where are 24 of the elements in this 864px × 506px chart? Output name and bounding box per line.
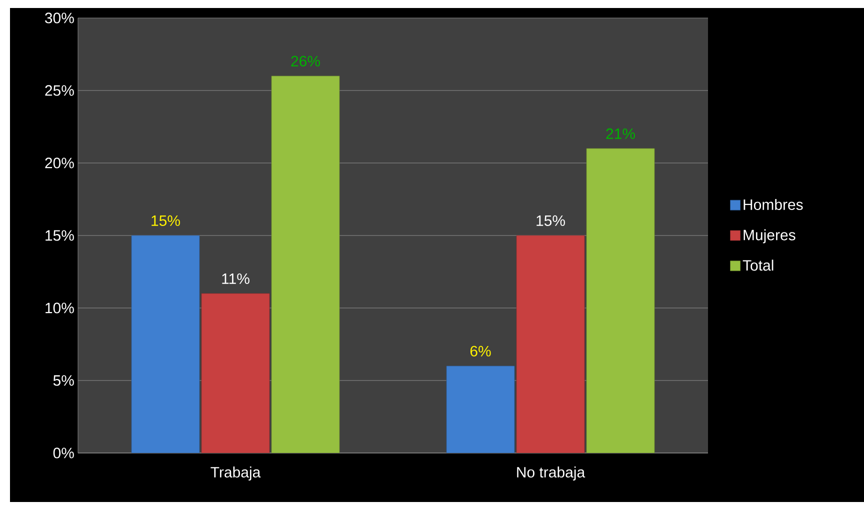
data-label: 11% bbox=[222, 273, 250, 284]
bar bbox=[271, 76, 340, 453]
y-tick-label: 25% bbox=[45, 85, 74, 96]
y-tick-label: 10% bbox=[46, 302, 74, 314]
bar bbox=[586, 148, 655, 453]
y-tick-label: 20% bbox=[45, 158, 74, 168]
data-label: 15% bbox=[152, 215, 180, 226]
data-label: 15% bbox=[536, 215, 565, 226]
data-label: 26% bbox=[291, 56, 320, 66]
y-tick-label: 30% bbox=[45, 12, 74, 24]
bar bbox=[131, 235, 200, 453]
legend-label: Mujeres bbox=[744, 229, 796, 244]
legend-label: Total bbox=[742, 260, 774, 271]
data-label: 21% bbox=[606, 128, 635, 139]
x-tick-label: Trabaja bbox=[210, 466, 261, 481]
bar bbox=[201, 293, 270, 453]
data-label: 6% bbox=[470, 346, 491, 356]
x-tick-label: No trabaja bbox=[517, 466, 586, 481]
legend-label: Hombres bbox=[744, 198, 803, 210]
bar bbox=[446, 366, 515, 453]
bar bbox=[516, 235, 585, 453]
y-tick-label: 0% bbox=[53, 448, 74, 458]
y-tick-label: 15% bbox=[46, 230, 74, 241]
y-tick-label: 5% bbox=[53, 375, 74, 386]
